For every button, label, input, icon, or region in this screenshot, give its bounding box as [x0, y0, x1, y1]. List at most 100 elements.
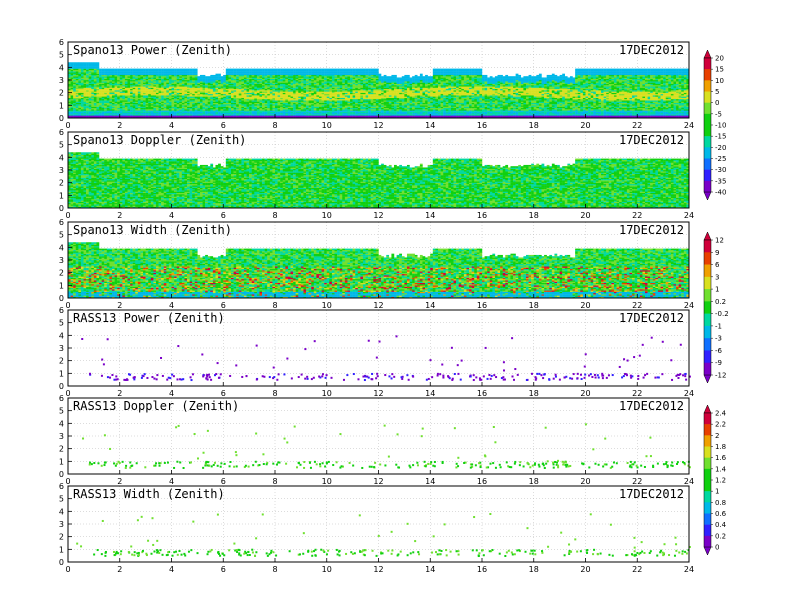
heat-cell	[225, 97, 229, 100]
heat-cell	[181, 68, 185, 71]
heat-cell	[350, 90, 353, 92]
heat-cell	[285, 110, 289, 112]
heat-cell	[143, 87, 146, 90]
heat-cell	[331, 77, 335, 79]
heat-cell	[318, 106, 322, 109]
heat-cell	[130, 76, 133, 78]
heat-cell	[96, 82, 100, 84]
heat-cell	[334, 69, 338, 72]
heat-cell	[127, 76, 131, 78]
heat-cell	[264, 101, 268, 103]
heat-cell	[233, 78, 237, 81]
heat-cell	[75, 114, 79, 116]
heat-cell	[91, 63, 95, 65]
heat-cell	[158, 77, 162, 79]
heat-cell	[251, 97, 255, 100]
heat-cell	[243, 68, 247, 71]
heat-cell	[295, 114, 299, 116]
heat-cell	[236, 85, 239, 87]
heat-cell	[161, 93, 164, 96]
heat-cell	[75, 96, 79, 98]
heat-cell	[264, 91, 268, 93]
heat-cell	[127, 111, 131, 114]
heat-cell	[101, 107, 105, 110]
heat-cell	[282, 105, 286, 107]
heat-cell	[313, 100, 317, 102]
heat-cell	[391, 106, 395, 109]
heat-cell	[388, 82, 392, 84]
heat-cell	[106, 110, 110, 112]
heat-cell	[78, 67, 82, 69]
heat-cell	[114, 96, 118, 98]
heat-cell	[306, 107, 309, 110]
heat-cell	[140, 95, 144, 97]
heat-cell	[99, 109, 102, 111]
heat-cell	[78, 69, 82, 72]
heat-cell	[285, 80, 289, 82]
heat-cell	[388, 83, 392, 86]
heat-cell	[189, 116, 193, 119]
heat-cell	[78, 80, 82, 82]
heat-cell	[259, 115, 263, 117]
heat-cell	[187, 101, 190, 103]
heat-cell	[321, 77, 325, 79]
heat-cell	[73, 66, 76, 68]
heat-cell	[399, 93, 402, 96]
heat-cell	[73, 104, 76, 106]
heat-cell	[375, 111, 379, 114]
heat-cell	[153, 114, 157, 116]
heat-cell	[308, 96, 312, 98]
heat-cell	[75, 95, 79, 97]
heat-cell	[298, 106, 302, 109]
heat-cell	[329, 86, 333, 88]
heat-cell	[236, 96, 239, 98]
heat-cell	[137, 80, 141, 82]
heat-cell	[140, 109, 144, 111]
heat-cell	[166, 68, 170, 71]
heat-cell	[176, 116, 180, 119]
heat-cell	[251, 106, 255, 109]
heat-cell	[194, 112, 198, 115]
heat-cell	[256, 115, 260, 117]
heat-cell	[109, 107, 113, 110]
heat-cell	[290, 100, 294, 102]
heat-cell	[383, 96, 387, 98]
heat-cell	[241, 74, 245, 77]
heat-cell	[275, 106, 278, 109]
heat-cell	[212, 76, 216, 78]
heat-cell	[272, 88, 276, 91]
heat-cell	[192, 72, 195, 74]
heat-cell	[318, 91, 322, 93]
heat-cell	[368, 90, 371, 92]
heat-cell	[357, 72, 361, 74]
heat-cell	[357, 112, 361, 115]
heat-cell	[318, 73, 322, 76]
heat-cell	[334, 96, 338, 98]
heat-cell	[241, 87, 245, 90]
heat-cell	[324, 77, 327, 79]
heat-cell	[155, 90, 159, 92]
heat-cell	[187, 76, 190, 78]
heat-cell	[78, 107, 82, 110]
heat-cell	[300, 83, 304, 86]
heat-cell	[210, 97, 214, 100]
heat-cell	[122, 106, 126, 109]
heat-cell	[280, 78, 283, 81]
heat-cell	[231, 68, 234, 71]
heat-cell	[362, 106, 366, 109]
heat-cell	[350, 74, 353, 77]
heat-cell	[73, 101, 76, 103]
heat-cell	[127, 71, 131, 73]
heat-cell	[220, 83, 224, 86]
heat-cell	[326, 96, 330, 98]
heat-cell	[238, 86, 242, 88]
heat-cell	[135, 85, 139, 87]
heat-cell	[68, 93, 71, 96]
heat-cell	[388, 90, 392, 92]
heat-cell	[329, 76, 333, 78]
heat-cell	[329, 101, 333, 103]
heat-cell	[93, 73, 97, 76]
heat-cell	[225, 90, 229, 92]
heat-cell	[70, 68, 74, 71]
heat-cell	[184, 110, 188, 112]
